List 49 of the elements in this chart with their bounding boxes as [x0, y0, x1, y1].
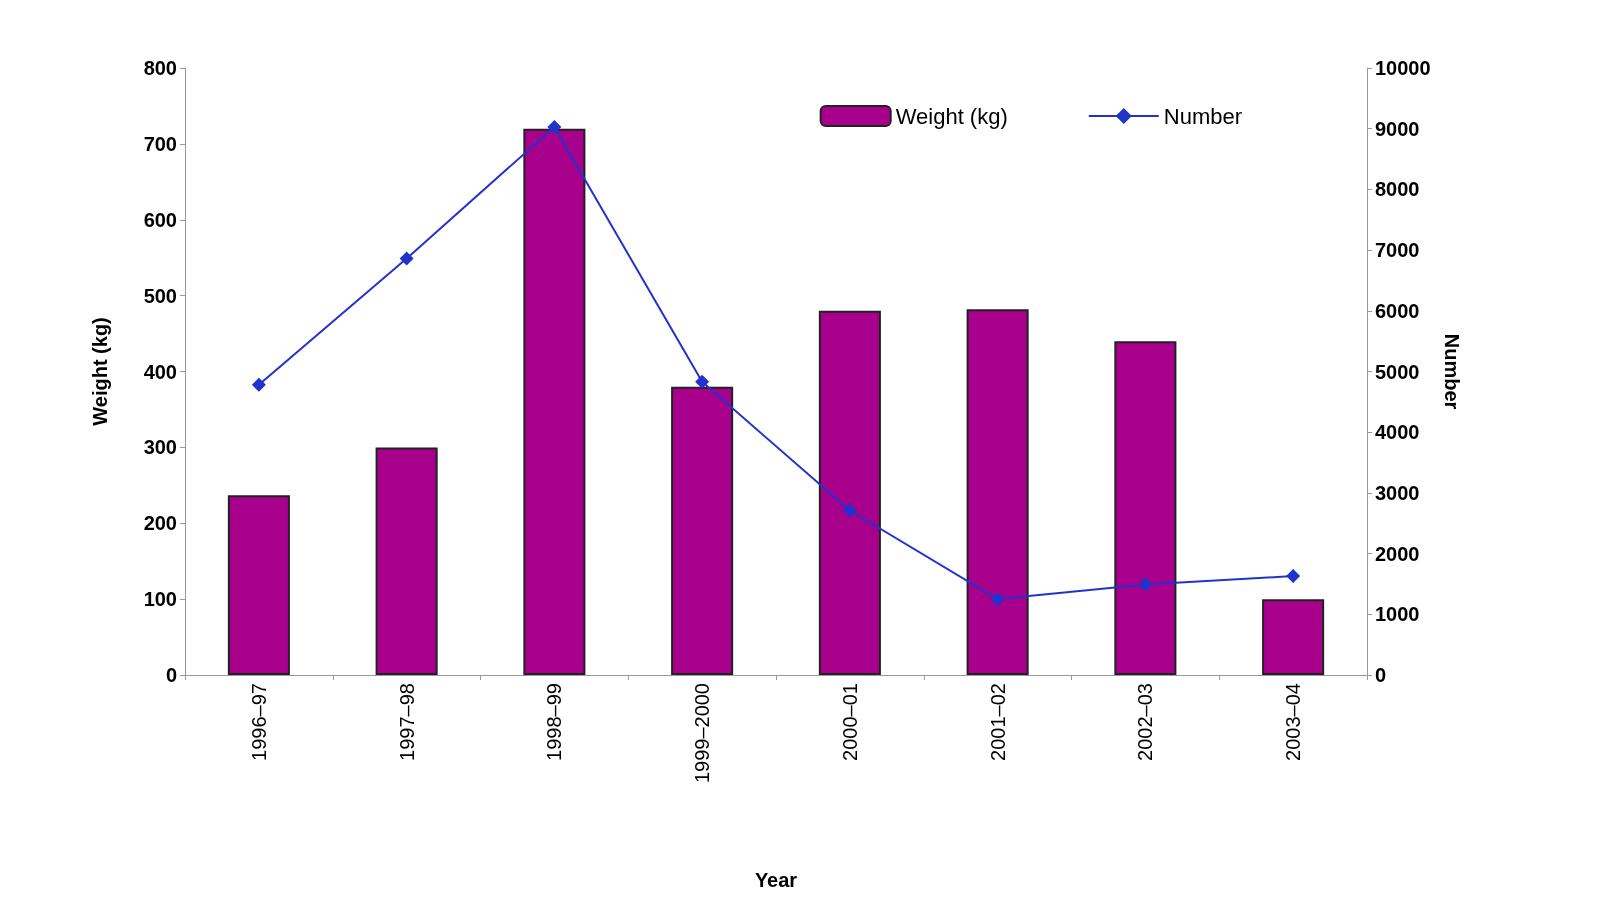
x-tick-label: 1996–97: [247, 683, 270, 761]
point: [251, 377, 266, 392]
x-tick-label: 1999–2000: [691, 683, 714, 784]
y-tick-label: 400: [143, 360, 177, 383]
y2-tick-label: 5000: [1375, 360, 1420, 383]
x-tick-label: 1997–98: [395, 683, 418, 761]
point: [695, 374, 710, 389]
bar: [671, 386, 734, 675]
y2-tick-label: 10000: [1375, 57, 1431, 79]
bar: [966, 309, 1029, 675]
point: [1138, 577, 1153, 592]
x-tick-label: 1998–99: [543, 683, 566, 761]
bar: [375, 447, 438, 675]
y-tick-label: 200: [143, 512, 177, 535]
x-tick-label: 2002–03: [1134, 683, 1157, 761]
bar: [1262, 599, 1325, 675]
y2-tick-label: 0: [1375, 664, 1387, 686]
x-axis-title: Year: [754, 869, 798, 891]
y-tick-label: 600: [143, 208, 177, 231]
y2-tick-label: 9000: [1375, 117, 1420, 140]
y-tick-label: 100: [143, 588, 177, 611]
x-tick-label: 2000–01: [838, 683, 861, 761]
y2-tick-label: 3000: [1375, 481, 1420, 504]
legend-label: Number: [1163, 103, 1242, 129]
y2-tick-label: 7000: [1375, 239, 1420, 262]
point: [399, 251, 414, 266]
x-tick-label: 2003–04: [1282, 683, 1305, 761]
y2-tick-label: 8000: [1375, 178, 1420, 201]
point: [990, 592, 1005, 607]
point: [547, 119, 562, 134]
y2-tick-label: 2000: [1375, 542, 1420, 565]
y2-tick-label: 6000: [1375, 299, 1420, 322]
bar: [1114, 341, 1177, 675]
point: [1286, 569, 1301, 584]
y2-tick-label: 1000: [1375, 603, 1420, 626]
y-tick-label: 300: [143, 436, 177, 459]
point: [842, 503, 857, 518]
y-tick-label: 700: [143, 132, 177, 155]
y-axis-title: Weight (kg): [89, 317, 111, 426]
bar: [227, 495, 290, 675]
y-tick-label: 800: [143, 57, 177, 79]
y-tick-label: 500: [143, 284, 177, 307]
bar: [818, 310, 881, 675]
y-tick-label: 0: [165, 664, 177, 686]
legend-label: Weight (kg): [895, 103, 1008, 129]
y2-tick-label: 4000: [1375, 421, 1420, 444]
y2-axis-title: Number: [1441, 333, 1463, 410]
x-tick-label: 2001–02: [986, 683, 1009, 761]
bar: [523, 128, 586, 675]
